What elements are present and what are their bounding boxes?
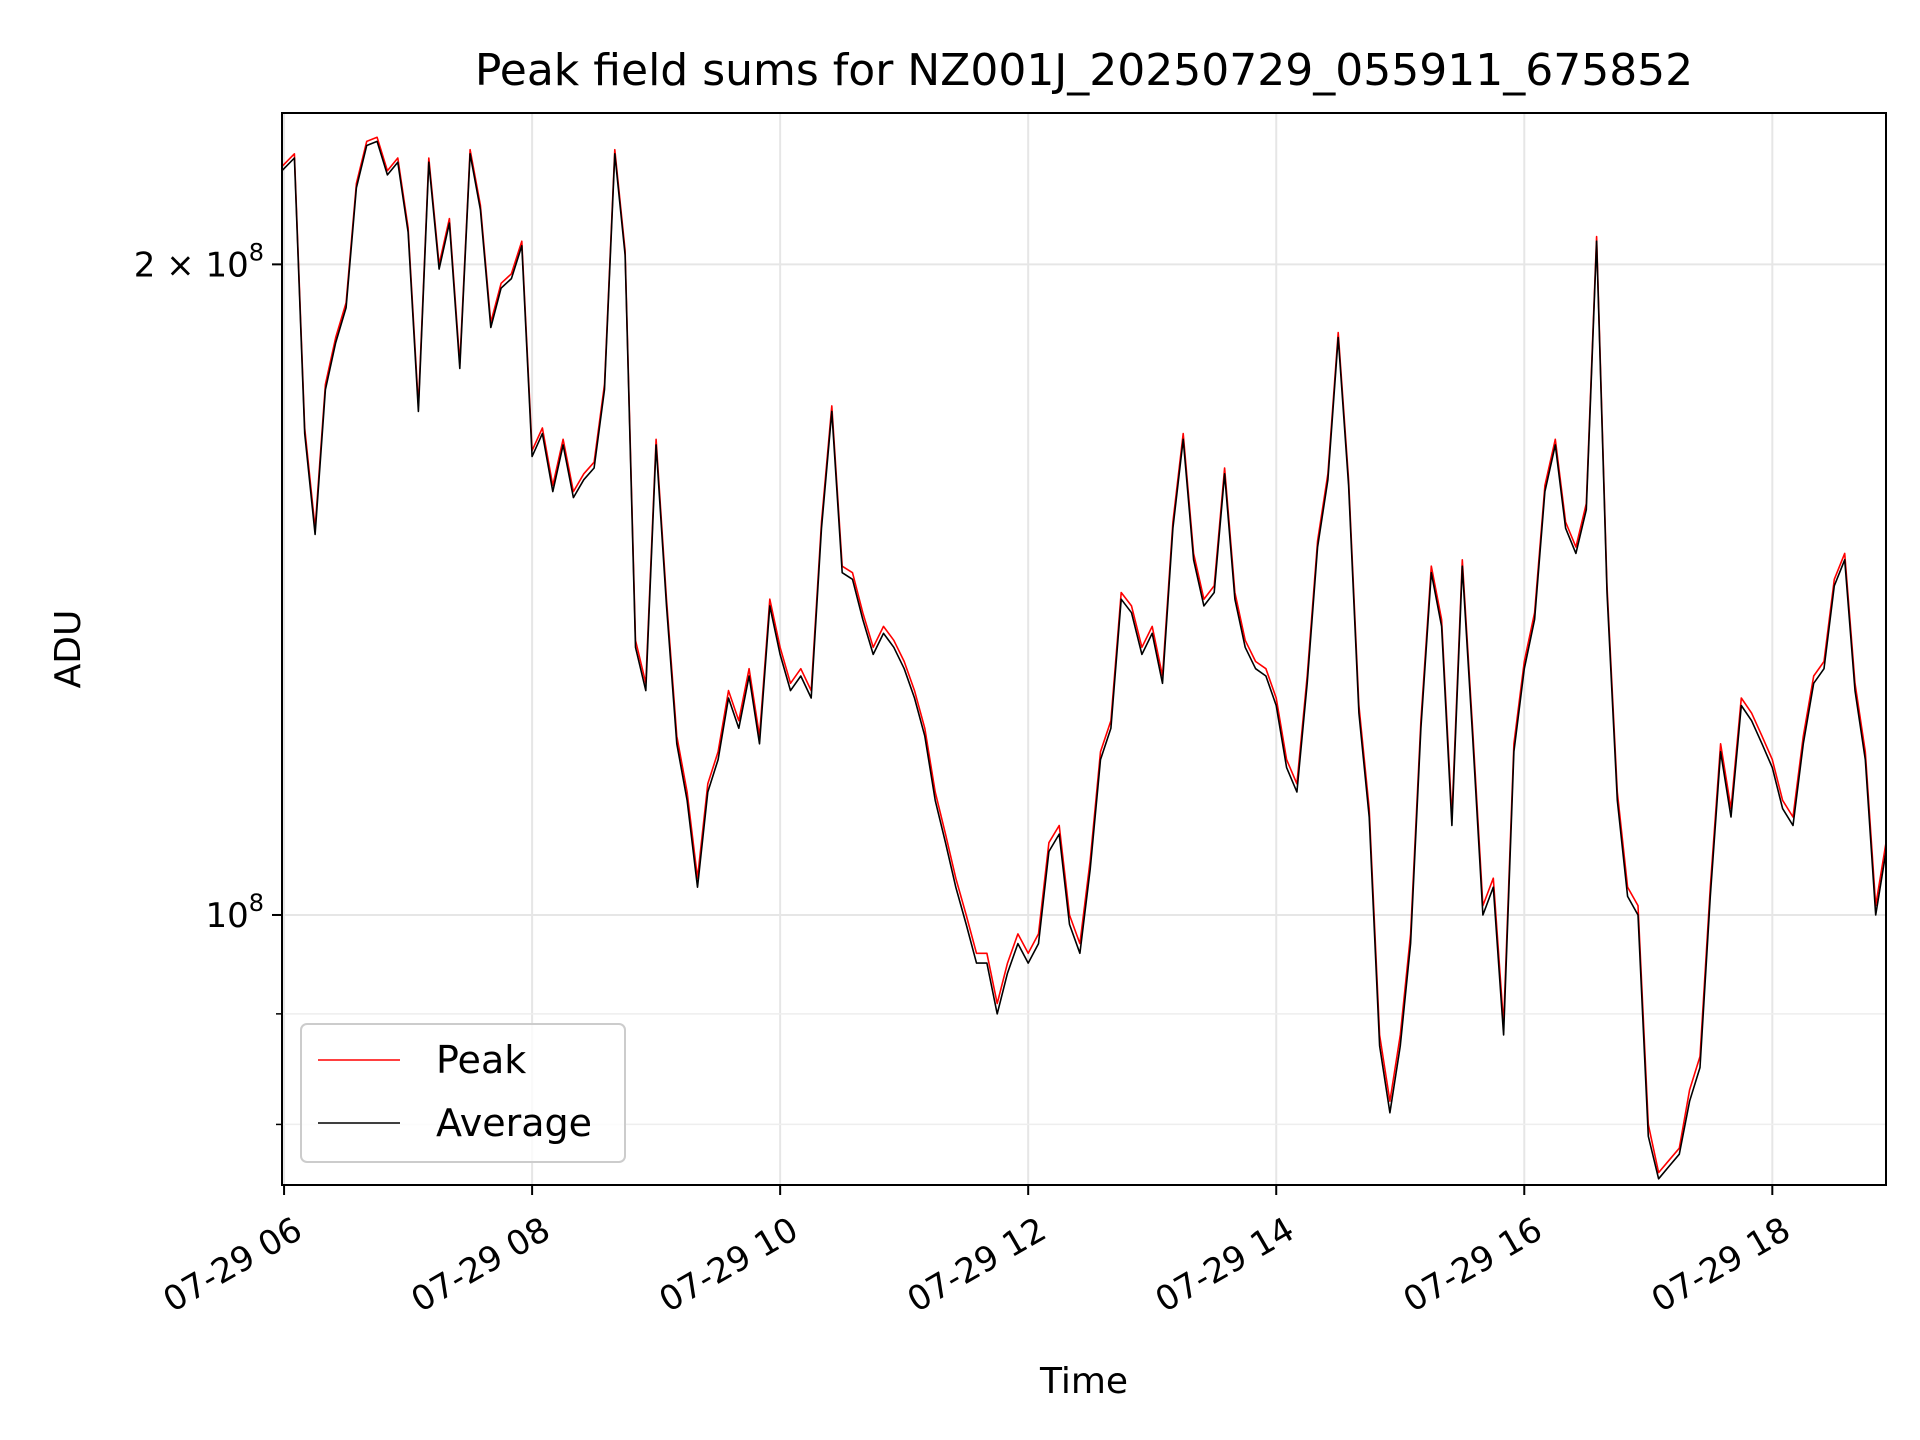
chart-title: Peak field sums for NZ001J_20250729_0559…	[475, 45, 1693, 96]
series-layer	[282, 136, 1886, 1180]
legend-label-average: Average	[436, 1101, 592, 1145]
y-tick-label: 2 × 108	[134, 238, 264, 285]
series-line-peak	[282, 136, 1886, 1174]
plot-area	[282, 136, 1886, 1180]
y-axis: 2 × 108 108	[134, 238, 282, 1126]
legend-box	[300, 1023, 626, 1163]
y-axis-label: ADU	[48, 610, 89, 689]
legend-label-peak: Peak	[436, 1038, 526, 1082]
x-axis-label: Time	[1039, 1361, 1128, 1402]
series-line-average	[282, 140, 1886, 1180]
plot-frame	[281, 112, 1887, 1186]
y-tick-label: 108	[205, 889, 264, 936]
legend: Peak Average	[300, 1023, 626, 1163]
